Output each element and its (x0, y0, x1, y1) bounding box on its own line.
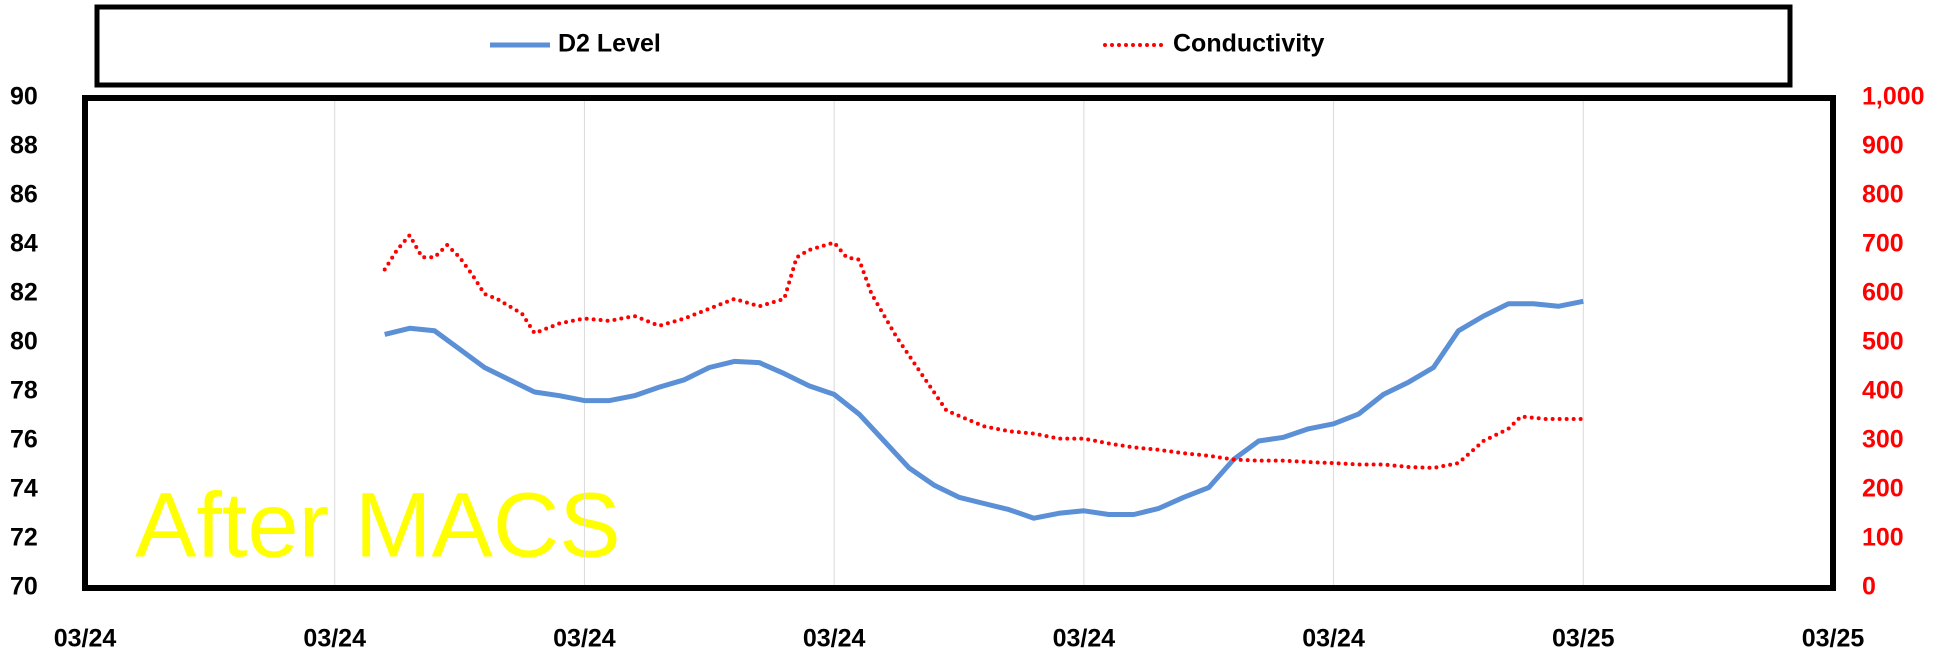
legend-label: Conductivity (1173, 30, 1324, 58)
x-tick-label: 03/24 (803, 625, 866, 653)
y-tick-label: 72 (10, 524, 38, 552)
x-tick-label: 03/25 (1552, 625, 1615, 653)
y2-tick-label: 100 (1862, 524, 1904, 552)
legend-box (94, 4, 1793, 88)
y-tick-label: 70 (10, 573, 38, 601)
x-tick-label: 03/24 (54, 625, 117, 653)
y2-tick-label: 300 (1862, 426, 1904, 454)
y2-tick-label: 400 (1862, 377, 1904, 405)
y-tick-label: 76 (10, 426, 38, 454)
y-tick-label: 84 (10, 230, 38, 258)
x-tick-label: 03/24 (303, 625, 366, 653)
series-line (382, 233, 1586, 470)
y-tick-label: 86 (10, 181, 38, 209)
x-tick-label: 03/24 (553, 625, 616, 653)
y2-tick-label: 700 (1862, 230, 1904, 258)
y2-tick-label: 900 (1862, 132, 1904, 160)
plot-frame (82, 95, 1836, 591)
series-line (384, 298, 1584, 521)
x-tick-label: 03/24 (1302, 625, 1365, 653)
y-tick-label: 90 (10, 83, 38, 111)
y2-tick-label: 500 (1862, 328, 1904, 356)
y2-tick-label: 800 (1862, 181, 1904, 209)
y-tick-label: 74 (10, 475, 38, 503)
y-tick-label: 82 (10, 279, 38, 307)
legend-label: D2 Level (558, 30, 661, 58)
annotation: After MACS (135, 474, 621, 576)
y2-tick-label: 1,000 (1862, 83, 1925, 111)
x-tick-label: 03/24 (1053, 625, 1116, 653)
y-tick-label: 88 (10, 132, 38, 160)
x-tick-label: 03/25 (1802, 625, 1865, 653)
y-tick-label: 80 (10, 328, 38, 356)
y2-tick-label: 0 (1862, 573, 1876, 601)
y-tick-label: 78 (10, 377, 38, 405)
y2-tick-label: 600 (1862, 279, 1904, 307)
y2-tick-label: 200 (1862, 475, 1904, 503)
